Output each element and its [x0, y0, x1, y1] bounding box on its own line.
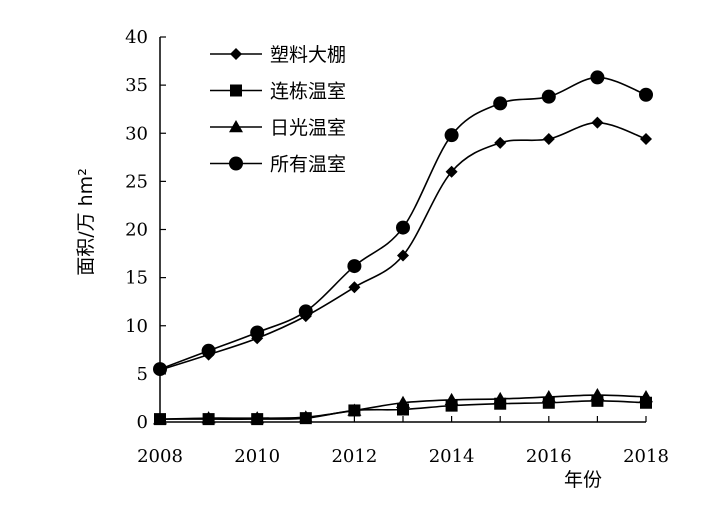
legend-entry: 日光温室	[210, 117, 346, 139]
data-point	[639, 389, 653, 403]
data-point	[250, 325, 265, 340]
x-axis-label: 年份	[564, 469, 602, 491]
legend-entry: 所有温室	[210, 154, 346, 176]
data-point	[348, 281, 361, 294]
legend-label: 所有温室	[270, 154, 346, 176]
data-point	[493, 96, 508, 111]
series-triangle	[153, 388, 653, 425]
series-layer	[153, 70, 653, 426]
legend-marker	[230, 48, 242, 60]
x-tick-label: 2008	[137, 446, 183, 467]
y-tick-label: 30	[125, 123, 148, 144]
legend-entry: 连栋温室	[210, 81, 346, 103]
data-point	[250, 411, 265, 424]
legend-label: 日光温室	[270, 117, 346, 139]
legend-entry: 塑料大棚	[210, 44, 346, 66]
data-point	[590, 70, 605, 85]
y-tick-label: 0	[137, 412, 148, 433]
y-axis-label: 面积/万 hm²	[75, 168, 97, 276]
y-tick-label: 20	[125, 220, 148, 241]
y-tick-label: 40	[125, 27, 148, 48]
data-point	[494, 136, 507, 149]
data-point	[298, 410, 313, 423]
data-point	[541, 89, 556, 104]
data-point	[153, 362, 167, 377]
y-tick-label: 10	[125, 316, 148, 337]
data-point	[444, 392, 459, 406]
data-point	[397, 249, 409, 262]
data-point	[444, 128, 459, 143]
legend-marker	[229, 156, 243, 171]
y-tick-label: 15	[125, 268, 148, 289]
series-circle	[153, 70, 653, 377]
data-point	[542, 133, 555, 146]
data-point	[153, 412, 167, 425]
data-point	[201, 343, 216, 358]
data-point	[640, 133, 652, 146]
x-tick-label: 2012	[331, 446, 377, 467]
data-point	[201, 411, 216, 424]
y-tick-label: 25	[125, 171, 148, 192]
data-point	[445, 165, 458, 178]
x-tick-label: 2018	[623, 446, 669, 467]
legend-marker	[230, 84, 242, 97]
y-tick-label: 5	[137, 364, 148, 385]
legend-label: 连栋温室	[270, 81, 346, 103]
data-point	[396, 395, 410, 408]
legend-label: 塑料大棚	[270, 44, 346, 66]
data-point	[591, 116, 604, 129]
data-point	[493, 391, 508, 405]
data-point	[298, 304, 313, 319]
data-point	[639, 87, 653, 102]
y-tick-label: 35	[125, 75, 148, 96]
legend-marker	[229, 120, 243, 133]
data-point	[347, 259, 362, 274]
data-point	[590, 388, 605, 401]
axes: 0 5 10 15 20 25 30 35 40 2008 2010 2012 2014 2016 2018	[125, 27, 669, 467]
x-tick-label: 2014	[429, 446, 475, 467]
x-tick-label: 2010	[234, 446, 280, 467]
data-point	[347, 403, 362, 416]
x-tick-label: 2016	[526, 446, 572, 467]
data-point	[396, 220, 410, 235]
data-point	[541, 389, 556, 403]
series-diamond	[154, 116, 652, 377]
